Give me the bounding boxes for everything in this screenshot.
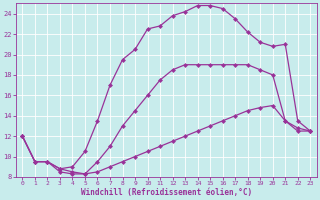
X-axis label: Windchill (Refroidissement éolien,°C): Windchill (Refroidissement éolien,°C) — [81, 188, 252, 197]
